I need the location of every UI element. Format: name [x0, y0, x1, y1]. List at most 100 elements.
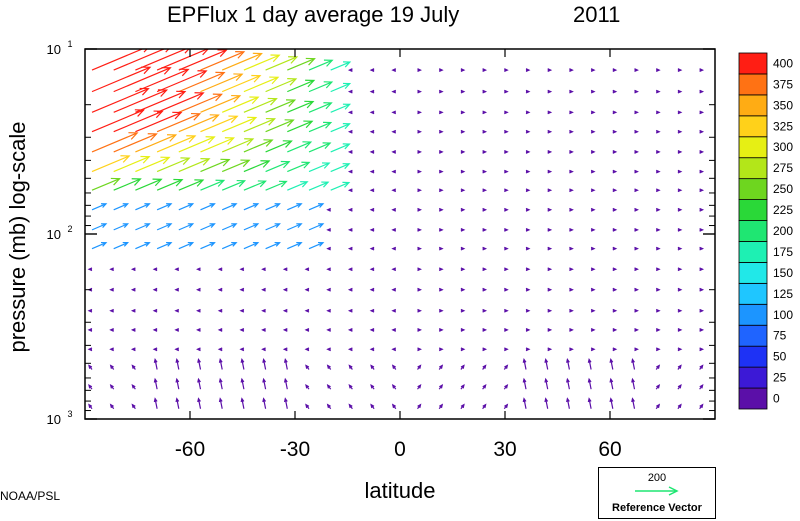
- flux-arrow: [218, 377, 223, 390]
- colorbar-label: 325: [773, 119, 793, 133]
- flux-arrow: [655, 308, 661, 313]
- flux-arrow: [438, 308, 444, 313]
- flux-arrow: [369, 246, 375, 251]
- flux-arrow: [174, 328, 180, 332]
- flux-arrow: [522, 377, 527, 390]
- flux-arrow: [91, 177, 121, 191]
- flux-arrow: [504, 246, 509, 251]
- flux-arrow: [677, 188, 683, 193]
- flux-arrow: [243, 160, 271, 173]
- flux-arrow: [612, 207, 618, 212]
- colorbar-swatch: [738, 303, 768, 326]
- flux-arrow: [243, 241, 260, 250]
- flux-arrow: [655, 207, 661, 212]
- colorbar-label: 200: [773, 224, 793, 238]
- flux-arrow: [178, 223, 195, 231]
- flux-arrow: [547, 129, 553, 134]
- colorbar-label: 150: [773, 266, 793, 280]
- flux-arrow: [326, 347, 331, 352]
- flux-arrow: [525, 169, 531, 174]
- axis-ticks: -60 -30 0 30 60 10 1 10 2 10 3: [47, 39, 715, 461]
- flux-arrow: [265, 223, 281, 231]
- flux-arrow: [200, 179, 226, 191]
- flux-arrow: [197, 377, 202, 390]
- flux-arrow: [369, 308, 375, 313]
- flux-arrow: [699, 384, 704, 390]
- flux-arrow: [460, 188, 466, 193]
- flux-arrow: [88, 403, 93, 410]
- flux-arrow: [175, 377, 180, 390]
- flux-arrow: [569, 227, 574, 232]
- flux-arrow: [283, 397, 288, 409]
- flux-arrow: [178, 114, 220, 133]
- flux-arrow: [504, 287, 509, 292]
- flux-arrow: [655, 267, 661, 272]
- flux-arrow: [391, 246, 397, 251]
- flux-arrow: [590, 287, 596, 292]
- flux-arrow: [525, 227, 531, 232]
- flux-arrow: [547, 207, 553, 212]
- flux-arrow: [391, 207, 397, 212]
- flux-arrow: [547, 287, 553, 292]
- flux-arrow: [87, 347, 93, 352]
- flux-arrow: [153, 377, 158, 390]
- flux-arrow: [135, 134, 178, 153]
- flux-arrow: [156, 223, 173, 231]
- flux-arrow: [482, 403, 487, 410]
- flux-arrow: [634, 207, 639, 212]
- flux-arrow: [156, 92, 205, 113]
- flux-arrow: [87, 328, 93, 332]
- flux-arrow: [631, 377, 636, 390]
- flux-arrow: [569, 68, 574, 72]
- flux-arrow: [369, 89, 375, 94]
- flux-arrow: [391, 287, 397, 292]
- flux-arrow: [503, 384, 509, 390]
- flux-arrow: [197, 358, 202, 370]
- flux-arrow: [113, 203, 130, 211]
- flux-arrow: [178, 241, 195, 250]
- flux-arrow: [460, 287, 466, 292]
- flux-arrow: [261, 267, 266, 272]
- flux-arrow: [330, 123, 351, 133]
- flux-arrow: [544, 397, 549, 409]
- flux-arrow: [287, 141, 313, 153]
- flux-arrow: [221, 116, 258, 133]
- flux-arrow: [156, 70, 208, 93]
- flux-arrow: [218, 397, 223, 409]
- flux-arrow: [262, 358, 267, 370]
- flux-arrow: [109, 403, 115, 410]
- flux-arrow: [243, 203, 260, 211]
- flux-arrow: [347, 89, 353, 94]
- flux-arrow: [326, 403, 332, 410]
- flux-arrow: [347, 308, 353, 313]
- flux-arrow: [417, 403, 422, 410]
- flux-arrow: [612, 169, 618, 174]
- colorbar-swatch: [738, 94, 768, 117]
- flux-arrow: [460, 328, 466, 332]
- flux-arrow: [109, 347, 114, 352]
- flux-arrow: [113, 223, 130, 231]
- flux-arrow: [347, 227, 353, 232]
- flux-arrow: [308, 241, 325, 250]
- flux-arrow: [131, 403, 136, 410]
- flux-arrow: [482, 89, 488, 94]
- y-tick-label: 10: [47, 412, 61, 427]
- flux-arrow: [482, 384, 487, 390]
- flux-arrow: [460, 347, 466, 352]
- flux-arrow: [590, 328, 596, 332]
- flux-arrow: [699, 246, 705, 251]
- flux-arrow: [612, 287, 618, 292]
- flux-arrow: [460, 227, 466, 232]
- flux-arrow: [135, 241, 151, 250]
- flux-arrow: [699, 150, 705, 154]
- flux-arrow: [239, 328, 245, 332]
- flux-arrow: [91, 223, 108, 231]
- flux-arrow: [200, 241, 216, 250]
- flux-arrow: [239, 308, 245, 313]
- y-tick-label: 10: [47, 42, 61, 57]
- flux-arrow: [369, 68, 375, 72]
- flux-arrow: [482, 110, 488, 115]
- flux-arrow: [504, 150, 509, 154]
- flux-arrow: [482, 308, 488, 313]
- flux-arrow: [330, 82, 352, 93]
